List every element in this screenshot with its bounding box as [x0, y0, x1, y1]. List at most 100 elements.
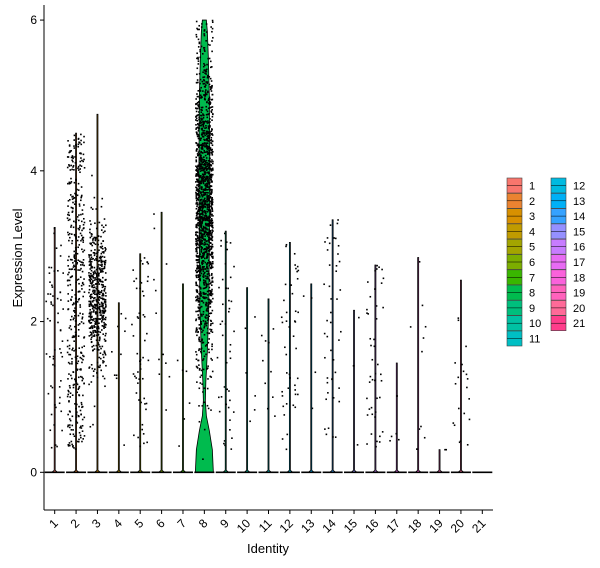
data-point	[202, 368, 205, 371]
data-point	[89, 311, 91, 314]
data-point	[196, 135, 199, 138]
violin-shape-9	[221, 230, 230, 473]
legend-label-3: 3	[529, 211, 535, 223]
data-point	[92, 370, 95, 372]
data-point	[225, 403, 228, 406]
data-point	[208, 152, 211, 154]
data-point	[201, 339, 203, 342]
data-point	[90, 242, 92, 245]
data-point	[229, 350, 231, 353]
data-point	[73, 268, 76, 271]
data-point	[200, 226, 202, 229]
data-point	[209, 253, 212, 256]
data-point	[82, 358, 84, 361]
data-point	[102, 240, 104, 242]
data-point	[202, 158, 204, 161]
data-point	[323, 332, 326, 335]
data-point	[71, 259, 73, 261]
data-point	[67, 293, 69, 295]
data-point	[89, 300, 92, 303]
data-point	[74, 307, 76, 309]
data-point	[70, 268, 72, 271]
data-point	[206, 227, 208, 230]
data-point	[82, 438, 84, 440]
data-point	[208, 188, 211, 190]
data-point	[202, 182, 205, 185]
data-point	[93, 266, 96, 269]
data-point	[89, 301, 92, 304]
data-point	[208, 261, 211, 263]
data-point	[104, 259, 107, 262]
data-point	[96, 295, 99, 298]
data-point	[336, 298, 338, 300]
data-point	[72, 201, 74, 204]
data-point	[195, 186, 197, 189]
data-point	[201, 163, 203, 166]
data-point	[205, 89, 207, 91]
data-point	[209, 300, 212, 302]
data-point	[100, 260, 103, 263]
data-point	[78, 385, 81, 388]
data-point	[72, 429, 74, 431]
data-point	[198, 134, 200, 136]
data-point	[203, 401, 206, 404]
data-point	[100, 312, 102, 314]
data-point	[376, 268, 378, 270]
data-point	[88, 288, 91, 291]
data-point	[91, 208, 94, 211]
data-point	[99, 331, 102, 334]
data-point	[197, 46, 200, 48]
data-point	[204, 210, 207, 213]
data-point	[204, 345, 207, 347]
data-point	[92, 271, 95, 274]
data-point	[195, 196, 198, 199]
data-point	[366, 414, 369, 416]
data-point	[200, 137, 202, 140]
data-point	[89, 275, 91, 277]
data-point	[48, 272, 51, 274]
data-point	[95, 339, 98, 342]
data-point	[197, 219, 200, 221]
data-point	[199, 292, 202, 295]
data-point	[205, 224, 207, 227]
data-point	[96, 293, 98, 295]
data-point	[94, 222, 96, 225]
data-point	[209, 139, 212, 142]
data-point	[70, 224, 73, 227]
data-point	[196, 148, 198, 150]
data-point	[200, 147, 203, 149]
data-point	[100, 270, 102, 272]
data-point	[195, 181, 197, 183]
data-point	[139, 360, 141, 363]
data-point	[208, 338, 210, 340]
data-point	[196, 284, 199, 287]
data-point	[268, 341, 270, 344]
data-point	[80, 239, 82, 242]
data-point	[73, 181, 76, 184]
data-point	[92, 330, 94, 332]
data-point	[66, 279, 69, 282]
data-point	[90, 341, 93, 343]
data-point	[195, 168, 198, 171]
data-point	[208, 149, 210, 152]
y-tick-label: 0	[30, 465, 37, 479]
data-point	[97, 334, 99, 336]
data-point	[201, 228, 204, 231]
data-point	[314, 371, 317, 374]
data-point	[201, 220, 204, 223]
data-point	[203, 194, 205, 196]
data-point	[203, 233, 206, 236]
data-point	[292, 335, 295, 338]
data-point	[96, 251, 99, 254]
data-point	[92, 331, 95, 334]
data-point	[97, 239, 100, 242]
data-point	[81, 379, 84, 382]
data-point	[99, 364, 101, 367]
data-point	[153, 213, 155, 215]
data-point	[66, 339, 69, 342]
data-point	[59, 396, 61, 399]
data-point	[210, 299, 212, 302]
data-point	[71, 315, 73, 318]
data-point	[135, 277, 138, 280]
data-point	[209, 181, 211, 184]
